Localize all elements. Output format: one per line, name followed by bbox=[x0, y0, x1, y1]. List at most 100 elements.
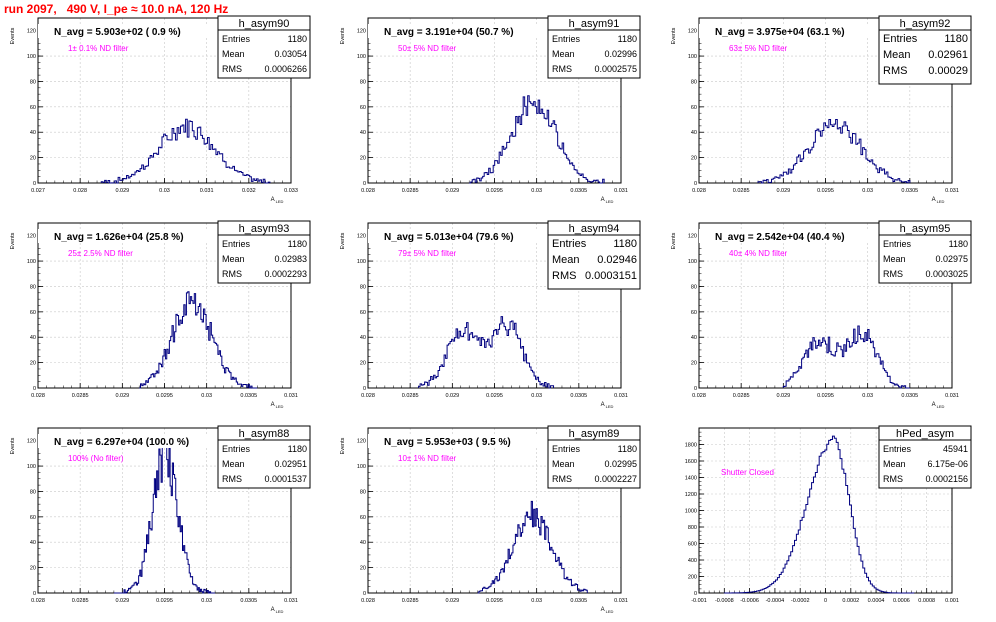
y-tick-label: 40 bbox=[30, 335, 36, 341]
y-tick-label: 20 bbox=[30, 156, 36, 162]
x-axis-label-sub: LED bbox=[606, 609, 614, 614]
page-title: run 2097, 490 V, I_pe ≈ 10.0 nA, 120 Hz bbox=[4, 2, 229, 16]
x-tick-label: 0.0305 bbox=[570, 188, 587, 194]
x-tick-label: 0.0295 bbox=[486, 188, 503, 194]
stats-label: Mean bbox=[552, 254, 580, 266]
x-tick-label: -0.0006 bbox=[740, 598, 759, 604]
histogram-panel-h_asym92: 0 20 40 60 80 100 120 0.028 0.0285 0.029 0.0295 0.0… bbox=[671, 15, 972, 204]
x-tick-label: 0.028 bbox=[361, 188, 375, 194]
title-box bbox=[368, 434, 548, 448]
stats-label: Mean bbox=[883, 49, 911, 61]
x-tick-label: 0.029 bbox=[115, 188, 129, 194]
stats-label: Mean bbox=[552, 49, 575, 59]
stats-box bbox=[217, 15, 311, 79]
x-tick-label: 0.0295 bbox=[156, 393, 173, 399]
histogram-panel-h_asym91: 0 20 40 60 80 100 120 0.028 0.0285 0.029 0.0295 0.0… bbox=[340, 15, 641, 204]
x-tick-label: 0.0285 bbox=[402, 188, 419, 194]
stats-label: RMS bbox=[883, 474, 903, 484]
x-tick-label: 0.028 bbox=[361, 393, 375, 399]
x-tick-label: 0.03 bbox=[531, 598, 542, 604]
stats-name: h_asym91 bbox=[569, 18, 620, 30]
stats-name: h_asym88 bbox=[239, 428, 290, 440]
stats-value: 1180 bbox=[618, 444, 637, 454]
y-tick-label: 20 bbox=[691, 361, 697, 367]
x-axis-label: ALED bbox=[271, 402, 284, 409]
y-tick-label: 20 bbox=[30, 361, 36, 367]
stats-value: 1180 bbox=[288, 239, 307, 249]
y-tick-label: 0 bbox=[33, 181, 36, 187]
y-axis-label: Events bbox=[10, 232, 16, 249]
x-axis-label-sub: LED bbox=[937, 199, 945, 204]
y-tick-label: 0 bbox=[694, 181, 697, 187]
x-tick-label: 0.028 bbox=[692, 188, 706, 194]
x-tick-label: 0.03 bbox=[201, 598, 212, 604]
y-tick-label: 0 bbox=[363, 386, 366, 392]
stats-label: Entries bbox=[883, 239, 912, 249]
x-tick-label: 0.031 bbox=[614, 188, 628, 194]
stats-label: Mean bbox=[222, 459, 245, 469]
histogram-panel-hPed_asym: 0 200 400 600 800 1000 1200 1400 1600 1800 -0.001 -… bbox=[685, 425, 972, 604]
stats-box bbox=[878, 220, 972, 284]
x-tick-label: 0.031 bbox=[200, 188, 214, 194]
stats-label: RMS bbox=[552, 64, 572, 74]
histogram-panel-h_asym88: 0 20 40 60 80 100 120 0.028 0.0285 0.029 0.0295 0.0… bbox=[10, 425, 311, 614]
y-tick-label: 80 bbox=[360, 284, 366, 290]
filter-annotation: 100% (No filter) bbox=[68, 454, 124, 463]
stats-value: 0.02961 bbox=[928, 49, 968, 61]
y-tick-label: 80 bbox=[30, 284, 36, 290]
stats-label: Mean bbox=[883, 459, 906, 469]
x-tick-label: 0.029 bbox=[115, 598, 129, 604]
histogram-title: N_avg = 6.297e+04 (100.0 %) bbox=[54, 437, 189, 448]
stats-label: RMS bbox=[552, 474, 572, 484]
x-tick-label: 0.0305 bbox=[240, 393, 257, 399]
x-tick-label: 0.027 bbox=[31, 188, 45, 194]
x-tick-label: 0.0285 bbox=[72, 393, 89, 399]
y-tick-label: 200 bbox=[688, 575, 697, 581]
y-tick-label: 1600 bbox=[685, 459, 697, 465]
y-tick-label: 0 bbox=[33, 591, 36, 597]
x-tick-label: 0.03 bbox=[862, 393, 873, 399]
y-axis-label: Events bbox=[671, 27, 677, 44]
y-tick-label: 400 bbox=[688, 558, 697, 564]
x-tick-label: -0.0008 bbox=[715, 598, 734, 604]
y-tick-label: 120 bbox=[688, 234, 697, 240]
y-tick-label: 0 bbox=[694, 591, 697, 597]
x-tick-label: 0.031 bbox=[945, 393, 959, 399]
y-tick-label: 80 bbox=[360, 79, 366, 85]
stats-value: 45941 bbox=[943, 444, 968, 454]
stats-name: h_asym93 bbox=[239, 223, 290, 235]
y-tick-label: 60 bbox=[30, 310, 36, 316]
y-tick-label: 40 bbox=[360, 130, 366, 136]
y-tick-label: 20 bbox=[30, 566, 36, 572]
stats-box bbox=[547, 15, 641, 79]
stats-label: Entries bbox=[222, 444, 251, 454]
stats-label: RMS bbox=[222, 64, 242, 74]
x-tick-label: 0.032 bbox=[242, 188, 256, 194]
x-tick-label: 0.03 bbox=[159, 188, 170, 194]
y-tick-label: 80 bbox=[691, 79, 697, 85]
stats-value: 0.02946 bbox=[597, 254, 637, 266]
histogram-bars bbox=[100, 118, 271, 184]
x-tick-label: 0.0295 bbox=[817, 188, 834, 194]
y-tick-label: 100 bbox=[357, 259, 366, 265]
x-tick-label: 0.0006 bbox=[893, 598, 910, 604]
stats-value: 0.0006266 bbox=[264, 64, 307, 74]
filter-annotation: Shutter Closed bbox=[721, 468, 774, 477]
stats-value: 0.02975 bbox=[935, 254, 968, 264]
y-tick-label: 100 bbox=[688, 259, 697, 265]
y-axis-label: Events bbox=[340, 27, 346, 44]
y-tick-label: 1000 bbox=[685, 509, 697, 515]
x-tick-label: 0.0285 bbox=[402, 393, 419, 399]
y-tick-label: 120 bbox=[357, 439, 366, 445]
histogram-bars bbox=[782, 325, 910, 389]
x-tick-label: 0.0004 bbox=[868, 598, 885, 604]
y-tick-label: 0 bbox=[694, 386, 697, 392]
x-axis-label: ALED bbox=[932, 197, 945, 204]
x-tick-label: 0.0295 bbox=[156, 598, 173, 604]
histogram-panel-h_asym90: 0 20 40 60 80 100 120 0.027 0.028 0.029 0.03 0.031 0… bbox=[10, 15, 311, 204]
y-tick-label: 0 bbox=[33, 386, 36, 392]
x-tick-label: 0.031 bbox=[284, 598, 298, 604]
x-tick-label: 0.031 bbox=[284, 393, 298, 399]
stats-name: h_asym94 bbox=[569, 223, 620, 235]
